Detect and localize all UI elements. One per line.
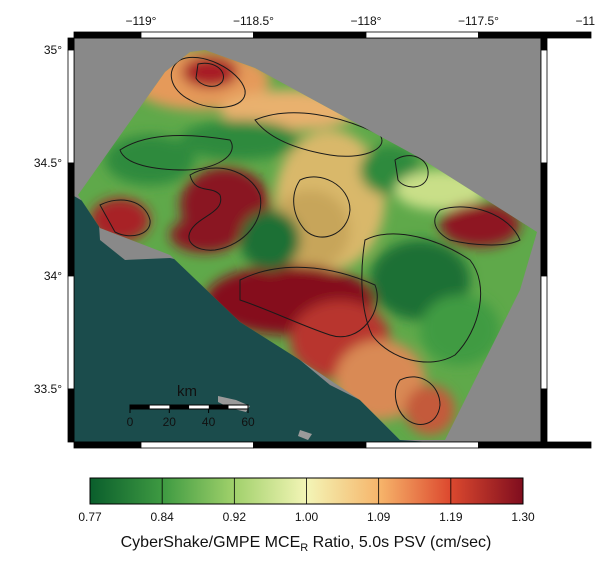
scale-label: 40 — [202, 415, 216, 429]
frame-bar-right — [540, 162, 548, 277]
frame-bar-top — [365, 31, 479, 39]
frame-bar-left — [67, 275, 75, 390]
latitude-label: 33.5° — [34, 382, 62, 396]
longitude-label: −119° — [126, 14, 157, 28]
colorbar-title-subscript: R — [300, 542, 308, 554]
colorbar-ticks — [161, 478, 452, 504]
colorbar-label: 0.84 — [150, 510, 174, 524]
frame-bar-top — [253, 31, 367, 39]
colorbar-label: 0.77 — [78, 510, 102, 524]
longitude-labels: −119° −118.5° −118° −117.5° −117° — [126, 14, 595, 28]
ocean — [74, 196, 430, 442]
frame-bar-right — [540, 49, 548, 164]
frame-bar-bottom — [478, 441, 592, 449]
frame-bar-bottom — [253, 441, 367, 449]
latitude-label: 35° — [44, 43, 62, 57]
latitude-label: 34.5° — [34, 156, 62, 170]
colorbar-labels: 0.77 0.84 0.92 1.00 1.09 1.19 1.30 — [78, 510, 535, 524]
frame-bar-right — [540, 275, 548, 390]
colorbar-label: 1.30 — [511, 510, 535, 524]
scale-label: 60 — [241, 415, 255, 429]
scale-bar: km 0 20 40 60 — [127, 383, 255, 429]
frame-bar-left — [67, 162, 75, 277]
frame-bar-bottom — [365, 441, 479, 449]
scale-bar-unit: km — [177, 383, 197, 400]
longitude-label: −117° — [576, 14, 595, 28]
longitude-label: −118° — [351, 14, 382, 28]
frame-bar-top — [478, 31, 592, 39]
longitude-label: −117.5° — [458, 14, 499, 28]
colorbar-label: 1.09 — [367, 510, 391, 524]
latitude-labels: 35° 34.5° 34° 33.5° — [34, 43, 62, 396]
frame-bar-left — [67, 49, 75, 164]
colorbar-title-main: CyberShake/GMPE MCE — [121, 534, 301, 551]
scale-label: 20 — [163, 415, 177, 429]
frame-bar-left — [67, 388, 75, 443]
map-frame-bars — [67, 31, 592, 449]
latitude-label: 34° — [44, 269, 62, 283]
scale-label: 0 — [127, 415, 134, 429]
colorbar-label: 1.19 — [439, 510, 463, 524]
frame-bar-right — [540, 388, 548, 443]
colorbar-label: 1.00 — [295, 510, 319, 524]
colorbar-label: 0.92 — [223, 510, 247, 524]
map-panel — [74, 38, 541, 442]
frame-bar-bottom — [73, 441, 142, 449]
frame-bar-top — [73, 31, 142, 39]
colorbar: 0.77 0.84 0.92 1.00 1.09 1.19 1.30 CyberShake/… — [78, 477, 535, 554]
longitude-label: −118.5° — [233, 14, 274, 28]
frame-bar-left — [67, 37, 75, 51]
colorbar-title: CyberShake/GMPE MCER Ratio, 5.0s PSV (cm… — [121, 534, 492, 554]
frame-bar-bottom — [140, 441, 254, 449]
island — [298, 430, 312, 440]
frame-bar-right — [540, 37, 548, 51]
colorbar-title-tail: Ratio, 5.0s PSV (cm/sec) — [308, 534, 491, 551]
contour-lines — [99, 56, 521, 425]
frame-bar-top — [140, 31, 254, 39]
